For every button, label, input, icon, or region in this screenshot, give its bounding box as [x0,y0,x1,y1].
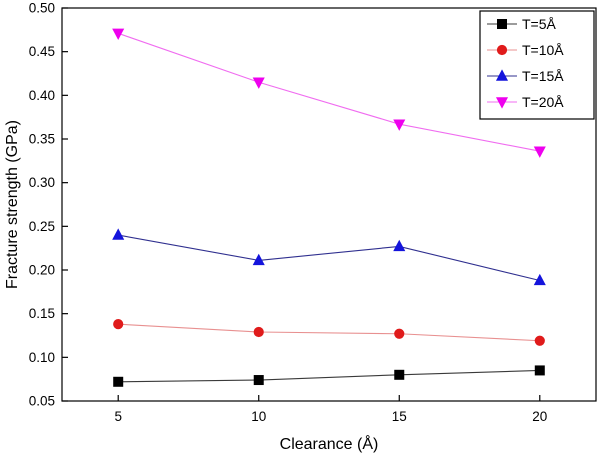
marker-triangle-down-legend-T=20Å [495,97,509,109]
series-line-T=15Å [118,234,540,282]
series-line-T=5Å [118,369,540,383]
legend-label: T=10Å [522,42,564,58]
marker-circle-T=10Å [113,319,124,330]
marker-triangle-up-T=15Å [252,253,265,266]
y-axis-label: Fracture strength (GPa) [4,120,21,289]
series-T=15Å [112,228,546,286]
marker-circle-T=10Å [394,328,405,339]
plot-border [61,7,597,402]
marker-triangle-up-T=15Å [112,228,125,240]
x-axis-label: Clearance (Å) [280,434,379,453]
series-line-T=20Å [118,32,540,152]
marker-circle-T=10Å [253,326,264,338]
marker-triangle-down-T=20Å [252,77,265,89]
x-tick-label: 10 [251,409,266,424]
marker-triangle-up-legend-T=15Å [495,69,509,81]
marker-triangle-up-T=15Å [393,239,406,252]
y-tick-label: 0.05 [29,394,55,409]
marker-square-T=5Å [394,369,405,380]
y-tick-label: 0.20 [29,263,55,278]
y-tick-label: 0.15 [29,306,55,321]
legend-label: T=5Å [522,16,557,32]
marker-square-T=5Å [113,376,124,387]
legend: T=5Å T=10Å T=15Å T=20Å [479,10,595,120]
y-tick-label: 0.30 [29,175,55,190]
y-tick-label: 0.40 [29,88,55,103]
y-tick-label: 0.10 [29,350,55,365]
series-T=5Å [113,365,545,387]
y-tick-label: 0.25 [29,219,55,234]
x-tick-label: 5 [114,409,122,424]
marker-square-legend-T=5Å [497,19,507,29]
marker-circle-T=10Å [534,335,545,346]
marker-triangle-down-T=20Å [393,119,406,131]
y-tick-label: 0.50 [29,1,55,16]
x-tick-label: 15 [392,409,407,424]
y-tick-label: 0.35 [29,132,55,147]
marker-triangle-down-T=20Å [533,146,546,158]
marker-square-T=5Å [253,375,264,386]
series-line-T=10Å [118,323,540,342]
series-T=10Å [113,319,545,346]
series-T=20Å [112,28,546,158]
marker-triangle-up-T=15Å [533,273,546,286]
marker-square-T=5Å [534,365,545,376]
legend-label: T=15Å [522,68,564,84]
y-tick-label: 0.45 [29,44,55,59]
marker-triangle-down-T=20Å [112,28,125,40]
marker-circle-legend-T=10Å [496,44,508,56]
legend-label: T=20Å [522,94,564,110]
x-tick-label: 20 [532,409,547,424]
